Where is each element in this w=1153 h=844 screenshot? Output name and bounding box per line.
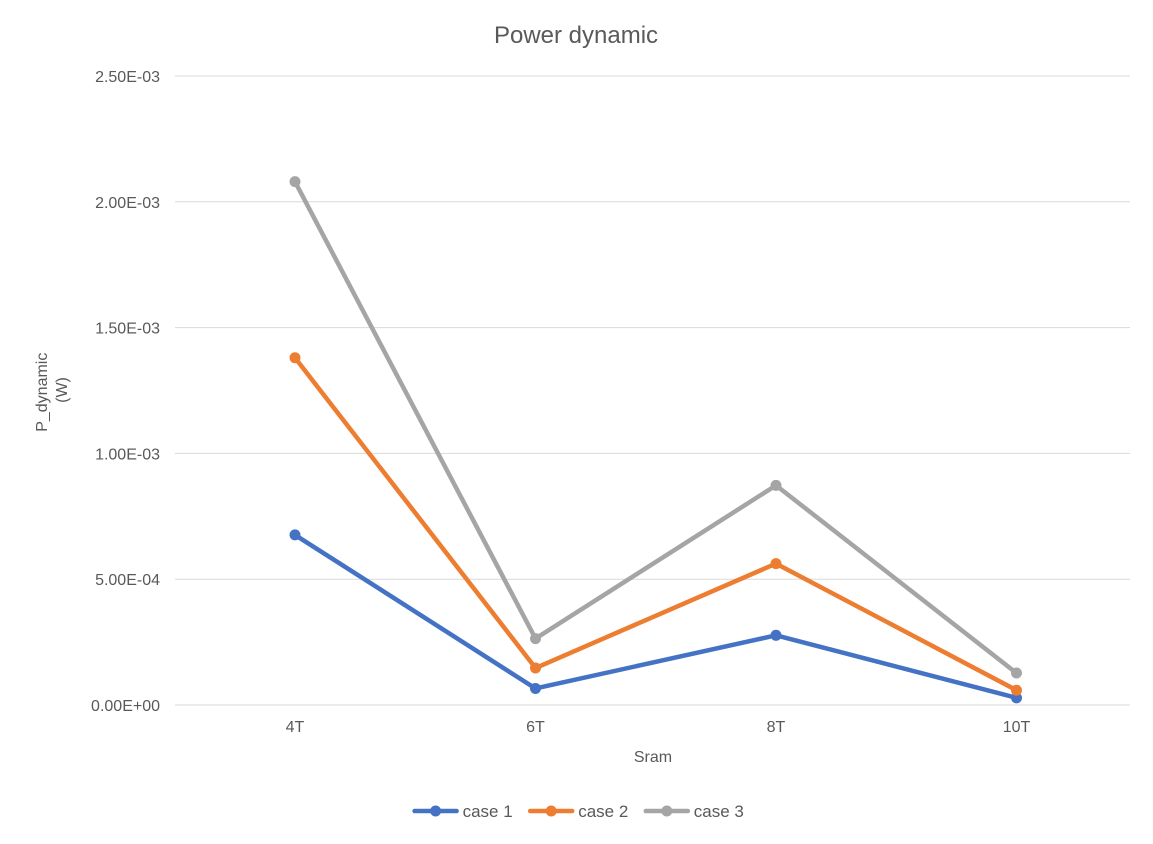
series-group bbox=[289, 352, 1022, 696]
y-tick-label: 2.00E-03 bbox=[95, 195, 160, 212]
data-point-marker bbox=[1011, 692, 1022, 704]
y-axis-tick-labels: 0.00E+00 5.00E-04 1.00E-03 1.50E-03 2.00E-03… bbox=[91, 69, 160, 715]
data-point-marker bbox=[1011, 667, 1022, 679]
y-tick-label: 0.00E+00 bbox=[91, 698, 160, 715]
legend-label: case 3 bbox=[694, 802, 744, 821]
y-axis-title: P_dynamic (W) bbox=[34, 348, 71, 432]
y-axis-title-line-1: P_dynamic bbox=[34, 353, 51, 432]
y-axis-title-line-2: (W) bbox=[54, 377, 71, 403]
x-tick-label: 4T bbox=[286, 719, 305, 736]
series-lines bbox=[289, 176, 1022, 704]
legend-item: case 3 bbox=[643, 802, 744, 821]
legend-label: case 1 bbox=[463, 802, 513, 821]
gridlines bbox=[175, 75, 1130, 706]
data-point-marker bbox=[530, 662, 541, 674]
data-point-marker bbox=[289, 529, 301, 541]
data-point-marker bbox=[289, 176, 301, 188]
series-group bbox=[289, 176, 1022, 679]
data-point-marker bbox=[530, 682, 541, 694]
legend-item: case 1 bbox=[412, 802, 513, 821]
series-line bbox=[292, 532, 1019, 701]
series-group bbox=[289, 529, 1022, 704]
y-tick-label: 5.00E-04 bbox=[95, 572, 160, 589]
chart-title: Power dynamic bbox=[494, 22, 658, 49]
legend-marker bbox=[430, 805, 442, 817]
data-point-marker bbox=[770, 629, 782, 641]
data-point-marker bbox=[289, 352, 301, 364]
data-point-marker bbox=[530, 633, 541, 645]
y-tick-label: 2.50E-03 bbox=[95, 69, 160, 86]
x-tick-label: 10T bbox=[1003, 719, 1031, 736]
data-point-marker bbox=[1011, 684, 1022, 696]
x-tick-label: 8T bbox=[767, 719, 786, 736]
y-tick-label: 1.50E-03 bbox=[95, 321, 160, 338]
legend-marker bbox=[545, 805, 557, 817]
legend-label: case 2 bbox=[578, 802, 628, 821]
y-tick-label: 1.00E-03 bbox=[95, 446, 160, 463]
series-line bbox=[292, 355, 1019, 693]
data-point-marker bbox=[770, 479, 782, 491]
legend: case 1 case 2 case 3 bbox=[412, 802, 744, 821]
series-line bbox=[292, 179, 1019, 676]
x-tick-label: 6T bbox=[526, 719, 545, 736]
legend-item: case 2 bbox=[527, 802, 628, 821]
x-axis-title: Sram bbox=[634, 749, 672, 766]
x-axis-tick-labels: 4T 6T 8T 10T bbox=[286, 719, 1031, 736]
data-point-marker bbox=[770, 558, 782, 570]
legend-marker bbox=[661, 805, 673, 817]
